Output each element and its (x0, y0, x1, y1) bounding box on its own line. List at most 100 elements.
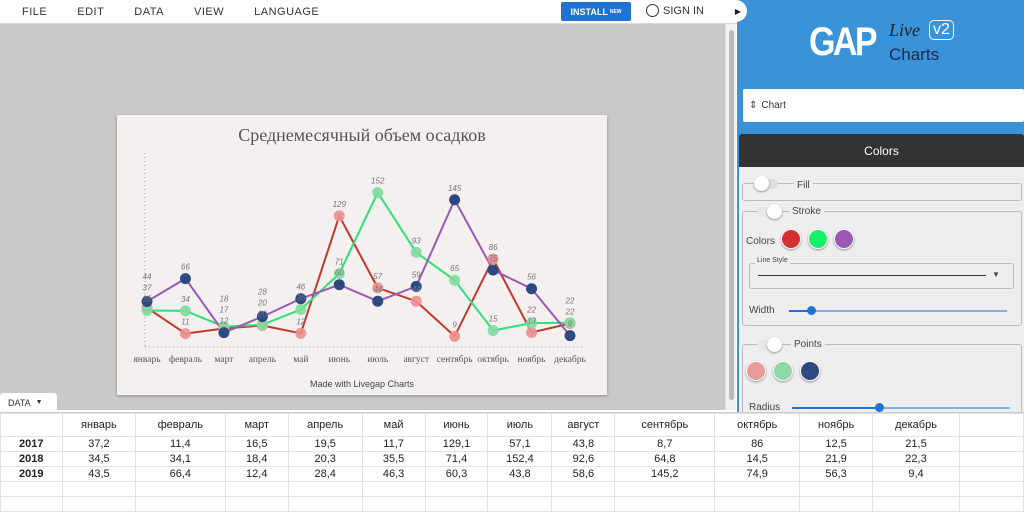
table-cell[interactable]: 43,5 (61, 466, 136, 482)
table-cell[interactable] (872, 481, 960, 497)
fill-toggle[interactable] (754, 176, 778, 191)
point-color-navy[interactable] (800, 361, 820, 381)
table-cell[interactable]: 60,3 (424, 466, 489, 482)
sign-in-button[interactable]: SIGN IN (646, 4, 704, 17)
width-slider[interactable] (789, 306, 1007, 315)
table-cell[interactable] (287, 496, 363, 512)
radius-slider[interactable] (792, 403, 1010, 412)
column-header[interactable]: январь (61, 413, 136, 437)
table-cell[interactable] (551, 496, 616, 512)
chart-type-select[interactable]: ⇕ Chart (743, 89, 1024, 122)
table-cell[interactable] (487, 481, 553, 497)
table-cell[interactable] (714, 496, 801, 512)
corner-cell[interactable] (0, 413, 63, 437)
table-cell[interactable] (224, 496, 289, 512)
table-cell[interactable]: 57,1 (487, 436, 553, 452)
table-cell[interactable] (614, 481, 716, 497)
table-cell[interactable] (61, 496, 136, 512)
table-cell[interactable]: 129,1 (424, 436, 489, 452)
table-cell[interactable] (958, 481, 1024, 497)
table-cell[interactable] (872, 496, 960, 512)
column-header[interactable]: март (224, 413, 289, 437)
table-cell[interactable]: 16,5 (224, 436, 289, 452)
table-cell[interactable] (361, 496, 426, 512)
points-toggle[interactable] (757, 337, 782, 352)
table-cell[interactable] (134, 481, 226, 497)
stroke-color-red[interactable] (781, 229, 801, 249)
table-cell[interactable]: 12,5 (799, 436, 874, 452)
row-header[interactable]: 2017 (0, 436, 63, 452)
colors-section-header[interactable]: Colors (739, 134, 1024, 167)
column-header[interactable]: октябрь (714, 413, 801, 437)
table-cell[interactable] (714, 481, 801, 497)
table-cell[interactable]: 145,2 (614, 466, 716, 482)
table-cell[interactable]: 22,3 (872, 451, 960, 467)
table-cell[interactable]: 34,1 (134, 451, 226, 467)
table-cell[interactable] (424, 496, 489, 512)
stroke-toggle[interactable] (757, 204, 782, 219)
table-cell[interactable] (958, 451, 1024, 467)
table-cell[interactable] (551, 481, 616, 497)
table-cell[interactable]: 74,9 (714, 466, 801, 482)
point-color-light-green[interactable] (773, 361, 793, 381)
table-cell[interactable]: 64,8 (614, 451, 716, 467)
table-cell[interactable]: 58,6 (551, 466, 616, 482)
table-cell[interactable]: 92,6 (551, 451, 616, 467)
table-cell[interactable]: 21,5 (872, 436, 960, 452)
column-header[interactable]: февраль (134, 413, 226, 437)
table-cell[interactable] (0, 481, 63, 497)
table-cell[interactable]: 43,8 (487, 466, 553, 482)
column-header[interactable]: апрель (287, 413, 363, 437)
table-cell[interactable]: 35,5 (361, 451, 426, 467)
table-cell[interactable]: 11,7 (361, 436, 426, 452)
table-cell[interactable] (958, 496, 1024, 512)
table-cell[interactable]: 20,3 (287, 451, 363, 467)
table-cell[interactable]: 11,4 (134, 436, 226, 452)
table-cell[interactable] (958, 466, 1024, 482)
stroke-color-green[interactable] (808, 229, 828, 249)
row-header[interactable]: 2019 (0, 466, 63, 482)
table-cell[interactable]: 86 (714, 436, 801, 452)
table-cell[interactable]: 19,5 (287, 436, 363, 452)
table-cell[interactable] (0, 496, 63, 512)
table-cell[interactable]: 71,4 (424, 451, 489, 467)
table-cell[interactable] (361, 481, 426, 497)
table-cell[interactable]: 9,4 (872, 466, 960, 482)
menu-file[interactable]: FILE (22, 5, 48, 18)
scrollbar-thumb[interactable] (729, 30, 734, 400)
table-cell[interactable] (958, 436, 1024, 452)
table-cell[interactable]: 37,2 (61, 436, 136, 452)
column-header[interactable]: июль (487, 413, 553, 437)
table-cell[interactable]: 152,4 (487, 451, 553, 467)
table-cell[interactable]: 8,7 (614, 436, 716, 452)
table-cell[interactable] (287, 481, 363, 497)
line-style-select[interactable] (749, 263, 1014, 289)
table-cell[interactable] (61, 481, 136, 497)
menu-view[interactable]: VIEW (194, 5, 225, 18)
table-cell[interactable] (224, 481, 289, 497)
table-cell[interactable] (614, 496, 716, 512)
table-cell[interactable]: 14,5 (714, 451, 801, 467)
vertical-scrollbar[interactable] (725, 24, 736, 410)
collapse-panel-button[interactable]: ▶ (729, 0, 747, 22)
column-header[interactable]: сентябрь (614, 413, 716, 437)
table-cell[interactable] (487, 496, 553, 512)
menu-edit[interactable]: EDIT (77, 5, 105, 18)
column-header[interactable]: май (361, 413, 426, 437)
row-header[interactable]: 2018 (0, 451, 63, 467)
menu-language[interactable]: LANGUAGE (254, 5, 320, 18)
column-header[interactable]: декабрь (872, 413, 960, 437)
table-cell[interactable]: 66,4 (134, 466, 226, 482)
point-color-pink[interactable] (746, 361, 766, 381)
empty-header-cell[interactable] (958, 413, 1024, 437)
table-cell[interactable] (799, 496, 874, 512)
table-cell[interactable]: 18,4 (224, 451, 289, 467)
table-cell[interactable]: 43,8 (551, 436, 616, 452)
table-cell[interactable] (134, 496, 226, 512)
table-cell[interactable]: 56,3 (799, 466, 874, 482)
table-cell[interactable]: 46,3 (361, 466, 426, 482)
column-header[interactable]: август (551, 413, 616, 437)
column-header[interactable]: ноябрь (799, 413, 874, 437)
table-cell[interactable]: 12,4 (224, 466, 289, 482)
table-cell[interactable]: 28,4 (287, 466, 363, 482)
